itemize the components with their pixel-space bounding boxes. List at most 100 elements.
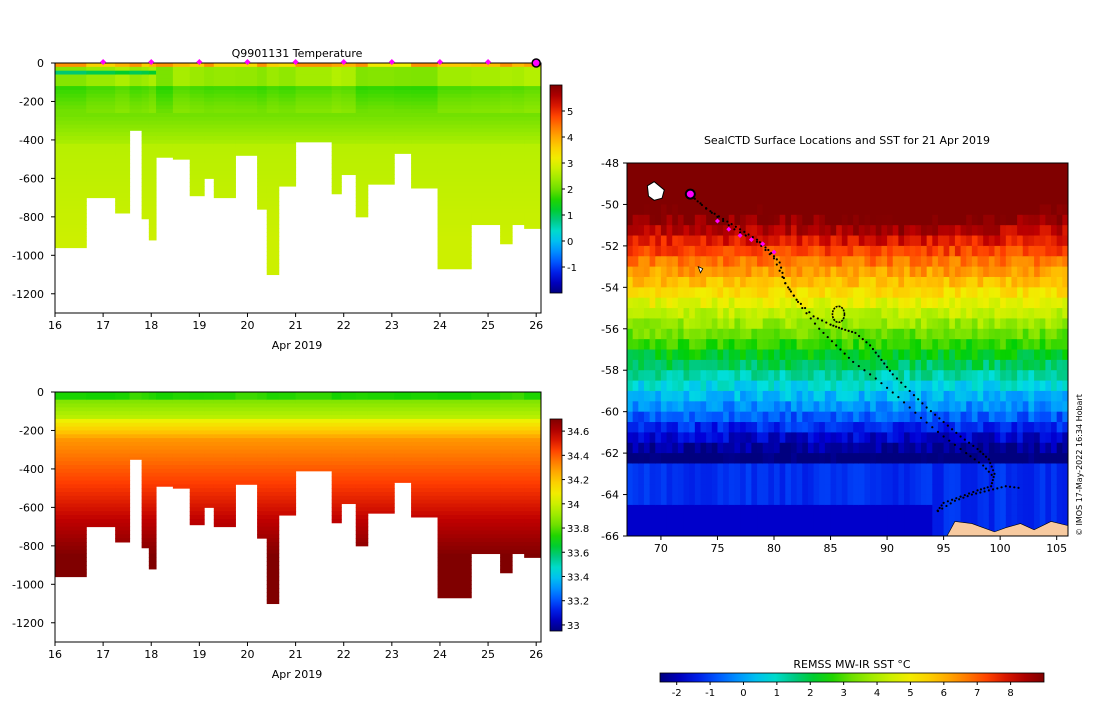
sst-cell bbox=[757, 287, 763, 298]
sst-cell bbox=[1034, 484, 1040, 495]
sst-cell bbox=[814, 370, 820, 381]
section-cell bbox=[471, 538, 500, 542]
sst-cell bbox=[887, 401, 893, 412]
section-cell bbox=[257, 125, 267, 129]
section-cell bbox=[512, 457, 525, 461]
section-cell bbox=[279, 415, 296, 419]
section-cell bbox=[214, 500, 236, 504]
section-cell bbox=[500, 201, 513, 205]
sst-cell bbox=[995, 267, 1001, 278]
section-cell bbox=[394, 75, 411, 79]
sst-cell bbox=[740, 267, 746, 278]
sst-cell bbox=[774, 339, 780, 350]
sst-cell bbox=[689, 246, 695, 257]
section-cell bbox=[173, 423, 190, 427]
section-cell bbox=[356, 182, 369, 186]
section-cell bbox=[368, 446, 395, 450]
sst-cell bbox=[1023, 215, 1029, 226]
section-cell bbox=[214, 477, 236, 481]
section-cell bbox=[257, 82, 267, 86]
sst-cell bbox=[797, 184, 803, 195]
track-point bbox=[951, 499, 953, 501]
sst-cell bbox=[644, 432, 650, 443]
sst-cell bbox=[729, 515, 735, 526]
section-cell bbox=[512, 144, 525, 148]
sst-cell bbox=[780, 246, 786, 257]
sst-cell bbox=[961, 474, 967, 485]
section-cell bbox=[356, 450, 369, 454]
sst-cell bbox=[757, 474, 763, 485]
section-cell bbox=[130, 105, 143, 109]
sst-cell bbox=[932, 463, 938, 474]
section-cell bbox=[142, 113, 150, 117]
section-cell bbox=[267, 484, 280, 488]
section-cell bbox=[204, 411, 214, 415]
sst-cell bbox=[661, 225, 667, 236]
sst-cell bbox=[876, 308, 882, 319]
section-cell bbox=[267, 500, 280, 504]
section-cell bbox=[130, 454, 143, 458]
sst-cell bbox=[706, 350, 712, 361]
section-cell bbox=[512, 480, 525, 484]
sst-cell bbox=[701, 329, 707, 340]
section-cell bbox=[173, 63, 190, 67]
sst-cell bbox=[1006, 215, 1012, 226]
section-cell bbox=[190, 404, 205, 408]
sst-cell bbox=[1045, 422, 1051, 433]
section-cell bbox=[267, 546, 280, 550]
sst-cell bbox=[972, 474, 978, 485]
section-cell bbox=[356, 504, 369, 508]
section-cell bbox=[512, 217, 525, 221]
section-cell bbox=[368, 430, 395, 434]
section-cell bbox=[438, 117, 472, 121]
section-cell bbox=[204, 469, 214, 473]
sst-cell bbox=[712, 184, 718, 195]
sst-cell bbox=[689, 350, 695, 361]
sst-cell bbox=[751, 422, 757, 433]
section-cell bbox=[394, 427, 411, 431]
section-cell bbox=[55, 244, 87, 248]
sst-cell bbox=[655, 463, 661, 474]
section-cell bbox=[368, 113, 395, 117]
section-cell bbox=[411, 171, 438, 175]
section-cell bbox=[156, 473, 173, 477]
section-cell bbox=[214, 507, 236, 511]
track-point bbox=[759, 241, 761, 243]
sst-cell bbox=[729, 267, 735, 278]
sst-cell bbox=[1017, 495, 1023, 506]
sst-cell bbox=[831, 422, 837, 433]
section-cell bbox=[512, 400, 525, 404]
sst-cell bbox=[774, 360, 780, 371]
sst-cell bbox=[712, 443, 718, 454]
sst-cell bbox=[751, 163, 757, 174]
section-cell bbox=[438, 171, 472, 175]
sst-cell bbox=[746, 246, 752, 257]
section-cell bbox=[142, 484, 150, 488]
sst-cell bbox=[672, 236, 678, 247]
sst-cell bbox=[717, 474, 723, 485]
section-cell bbox=[524, 423, 541, 427]
sst-cell bbox=[672, 381, 678, 392]
section-cell bbox=[55, 78, 87, 82]
sst-cell bbox=[893, 412, 899, 423]
sst-cell bbox=[1011, 505, 1017, 516]
section-cell bbox=[279, 450, 296, 454]
sst-cell bbox=[848, 256, 854, 267]
sst-cell bbox=[638, 256, 644, 267]
sst-cell bbox=[1028, 173, 1034, 184]
sst-cell bbox=[949, 204, 955, 215]
section-cell bbox=[368, 178, 395, 182]
sst-cell bbox=[972, 215, 978, 226]
sst-cell bbox=[689, 267, 695, 278]
sst-cell bbox=[763, 194, 769, 205]
sst-cell bbox=[1051, 225, 1057, 236]
section-cell bbox=[86, 454, 115, 458]
section-cell bbox=[524, 427, 541, 431]
section-cell bbox=[267, 251, 280, 255]
sst-cell bbox=[876, 422, 882, 433]
sst-cell bbox=[887, 526, 893, 537]
sst-cell bbox=[678, 401, 684, 412]
sst-cell bbox=[1006, 225, 1012, 236]
section-cell bbox=[142, 209, 150, 213]
